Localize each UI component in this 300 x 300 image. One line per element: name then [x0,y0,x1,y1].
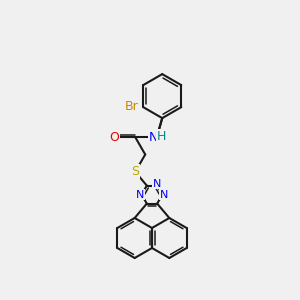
Text: S: S [131,165,139,178]
Text: N: N [148,131,158,144]
Text: Br: Br [124,100,138,112]
Text: H: H [157,130,166,143]
Text: N: N [153,178,161,189]
Text: O: O [109,131,119,144]
Text: N: N [160,190,169,200]
Text: N: N [135,190,144,200]
